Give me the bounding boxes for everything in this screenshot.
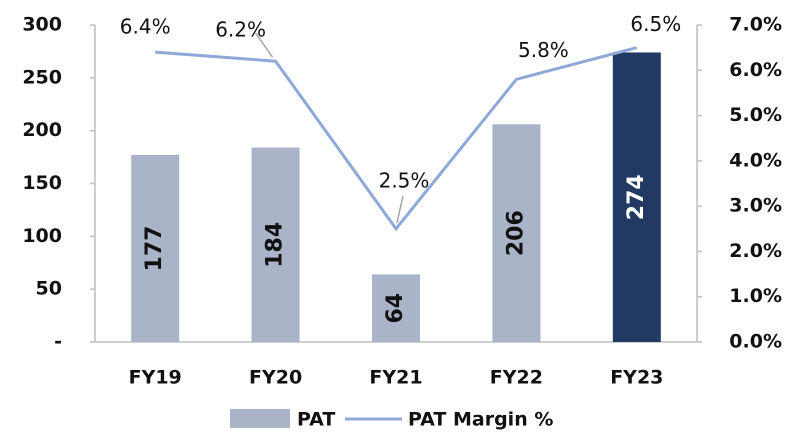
y2-tick-label: 3.0% (729, 195, 782, 217)
y-tick-label: - (54, 331, 62, 353)
leader-line (254, 32, 274, 58)
bar (492, 124, 541, 343)
line-value-label: 2.5% (379, 168, 430, 192)
bar (612, 52, 661, 343)
y2-tick-label: 4.0% (729, 149, 782, 171)
bar (251, 147, 300, 342)
line-value-label: 6.4% (120, 15, 171, 39)
y2-tick-label: 0.0% (729, 331, 782, 353)
x-tick-label: FY20 (249, 367, 302, 389)
bar (131, 154, 180, 342)
y-tick-label: 50 (36, 278, 62, 300)
x-tick-label: FY19 (129, 367, 182, 389)
y2-tick-label: 7.0% (729, 14, 782, 36)
y-tick-label: 100 (22, 225, 62, 247)
margin-line (155, 46, 638, 232)
line-value-label: 6.5% (630, 12, 681, 36)
y2-tick-label: 1.0% (729, 285, 782, 307)
bar-value-label: 64 (383, 293, 408, 324)
y2-tick-label: 2.0% (729, 240, 782, 262)
y-tick-label: 250 (22, 66, 62, 88)
legend-label: PAT Margin % (408, 409, 553, 431)
y-tick-label: 150 (22, 172, 62, 194)
y-tick-label: 300 (22, 14, 62, 36)
line-value-label: 5.8% (518, 38, 569, 62)
y2-tick-label: 5.0% (729, 104, 782, 126)
legend-swatch (230, 409, 290, 428)
y2-tick-label: 6.0% (729, 59, 782, 81)
line-value-label: 6.2% (215, 18, 266, 42)
leader-line (396, 195, 404, 223)
bar-value-label: 177 (142, 226, 167, 272)
x-tick-label: FY23 (610, 367, 663, 389)
bar (372, 274, 420, 342)
bar-value-label: 206 (503, 210, 528, 256)
bar-value-label: 184 (263, 222, 288, 268)
bar-value-label: 274 (624, 174, 649, 220)
x-tick-label: FY22 (490, 367, 543, 389)
x-tick-label: FY21 (369, 367, 422, 389)
y-tick-label: 200 (22, 119, 62, 141)
legend-label: PAT (297, 409, 335, 431)
